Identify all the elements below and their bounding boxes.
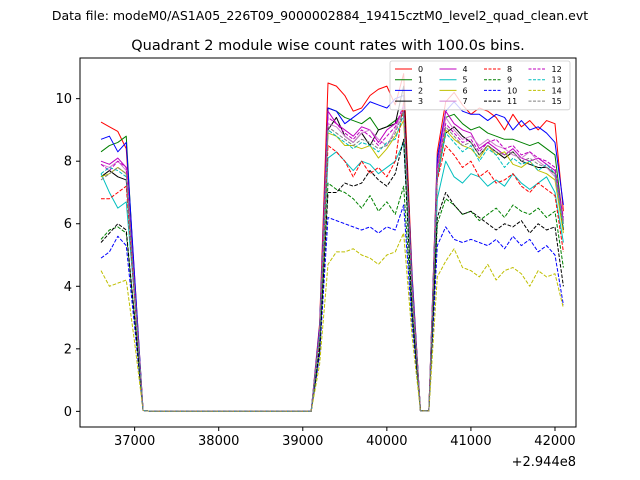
legend-label-14: 14	[552, 86, 562, 95]
y-tick-label: 6	[64, 217, 72, 232]
series-line-15	[100, 110, 564, 412]
legend-label-4: 4	[463, 65, 468, 74]
x-tick-label: 42000	[534, 434, 575, 449]
legend-label-2: 2	[418, 86, 423, 95]
y-tick-label: 0	[64, 405, 72, 420]
legend-label-10: 10	[507, 86, 517, 95]
legend-label-13: 13	[552, 76, 562, 85]
y-axis-ticks: 0 2 4 6 8 10	[55, 92, 80, 420]
x-axis-ticks: 37000 38000 39000 40000 41000 42000	[114, 427, 576, 449]
y-tick-label: 8	[64, 155, 72, 170]
legend-label-7: 7	[463, 97, 468, 106]
y-tick-label: 10	[55, 92, 72, 107]
series-line-12	[100, 104, 564, 412]
legend-label-15: 15	[552, 97, 562, 106]
legend-label-11: 11	[507, 97, 517, 106]
x-tick-label: 40000	[366, 434, 407, 449]
legend-label-0: 0	[418, 65, 423, 74]
x-tick-label: 39000	[282, 434, 323, 449]
legend-label-1: 1	[418, 76, 423, 85]
legend-label-9: 9	[507, 76, 512, 85]
legend-label-6: 6	[463, 86, 468, 95]
legend-label-5: 5	[463, 76, 468, 85]
y-tick-label: 2	[64, 342, 72, 357]
legend-label-8: 8	[507, 65, 512, 74]
y-tick-label: 4	[64, 280, 72, 295]
legend-frame	[389, 60, 571, 111]
x-tick-label: 41000	[450, 434, 491, 449]
plot-frame	[79, 57, 577, 428]
suptitle: Data file: modeM0/AS1A05_226T09_90000028…	[52, 8, 588, 23]
x-axis-offset-label: +2.944e8	[512, 455, 576, 470]
chart-title: Quadrant 2 module wise count rates with …	[131, 38, 525, 54]
x-tick-label: 37000	[114, 434, 155, 449]
x-tick-label: 38000	[198, 434, 239, 449]
legend-label-12: 12	[552, 65, 562, 74]
series-layer	[100, 73, 564, 412]
legend-label-3: 3	[418, 97, 423, 106]
